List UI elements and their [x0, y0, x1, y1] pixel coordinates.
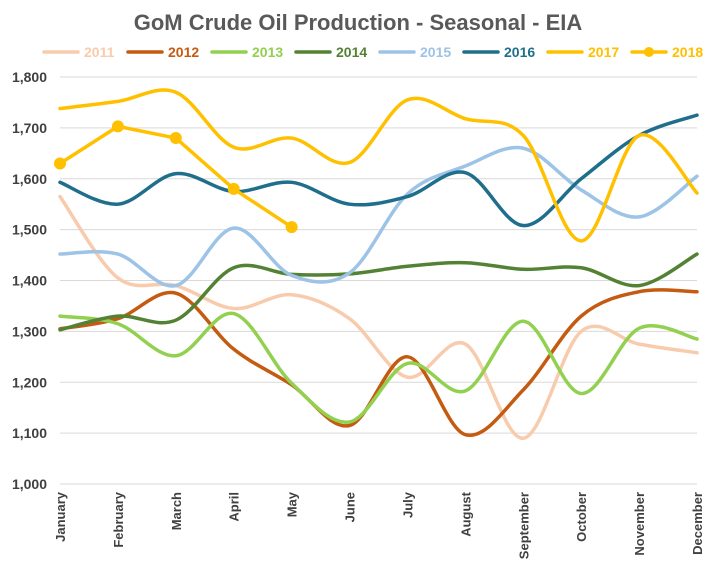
series-2013	[58, 311, 699, 424]
legend-item-2015: 2015	[378, 44, 451, 60]
x-tick-label: May	[285, 491, 300, 517]
x-tick-label: June	[343, 492, 358, 522]
series-2016	[58, 113, 699, 228]
legend-label: 2013	[252, 44, 283, 60]
series-line-2012	[58, 288, 699, 438]
legend-item-2017: 2017	[546, 44, 619, 60]
legend-item-2016: 2016	[462, 44, 535, 60]
y-tick-label: 1,800	[12, 69, 47, 85]
data-point-2018-2	[169, 132, 182, 145]
series-2012	[58, 288, 699, 438]
y-tick-label: 1,000	[12, 476, 47, 492]
x-tick-label: December	[690, 492, 705, 555]
series-line-2013	[58, 311, 699, 424]
y-tick-label: 1,600	[12, 171, 47, 187]
data-point-2018-3	[227, 182, 240, 195]
y-axis: 1,000 1,100 1,200 1,300 1,400 1,500 1,600 1,700…	[12, 69, 47, 492]
x-tick-label: February	[111, 491, 126, 547]
y-tick-label: 1,200	[12, 374, 47, 390]
y-tick-label: 1,500	[12, 222, 47, 238]
legend-item-2011: 2011	[42, 44, 115, 60]
series-line-2015	[58, 145, 699, 288]
y-tick-label: 1,100	[12, 425, 47, 441]
series-layer	[54, 88, 699, 440]
data-point-2018-4	[285, 221, 298, 234]
legend-label: 2016	[504, 44, 535, 60]
x-tick-label: April	[227, 492, 242, 522]
legend-label: 2017	[588, 44, 619, 60]
legend: 2011 2012 2013 2014 2015 2016 2017 2018	[42, 44, 703, 60]
legend-label: 2012	[168, 44, 199, 60]
legend-label: 2015	[420, 44, 451, 60]
series-2018	[54, 120, 298, 234]
legend-item-2012: 2012	[126, 44, 199, 60]
series-2017	[58, 88, 699, 243]
series-2015	[58, 145, 699, 288]
legend-item-2018: 2018	[630, 44, 703, 60]
y-tick-label: 1,400	[12, 273, 47, 289]
x-tick-label: March	[169, 492, 184, 530]
y-tick-label: 1,300	[12, 323, 47, 339]
chart-title: GoM Crude Oil Production - Seasonal - EI…	[134, 10, 583, 35]
x-tick-label: July	[400, 491, 415, 518]
x-tick-label: September	[516, 492, 531, 559]
gridlines	[60, 76, 697, 485]
legend-label: 2011	[84, 44, 115, 60]
legend-label: 2014	[336, 44, 367, 60]
data-point-2018-1	[111, 120, 124, 133]
y-tick-label: 1,700	[12, 120, 47, 136]
x-tick-label: October	[574, 492, 589, 542]
series-line-2017	[58, 88, 699, 243]
x-tick-label: November	[632, 492, 647, 556]
legend-item-2013: 2013	[210, 44, 283, 60]
x-tick-label: August	[458, 491, 473, 536]
legend-item-2014: 2014	[294, 44, 367, 60]
data-point-2018-0	[54, 157, 66, 170]
legend-label: 2018	[672, 44, 703, 60]
series-line-2014	[58, 252, 699, 332]
x-tick-label: January	[53, 491, 68, 542]
legend-marker	[644, 47, 654, 57]
x-axis: January February March April May June July Augu…	[53, 491, 705, 559]
series-2014	[58, 252, 699, 332]
series-line-2016	[58, 113, 699, 228]
